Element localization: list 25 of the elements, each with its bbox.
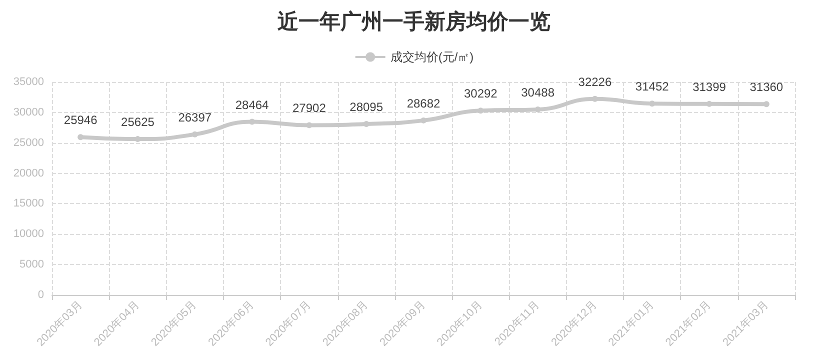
data-label: 27902 (292, 101, 326, 116)
data-label: 28095 (350, 100, 384, 114)
data-label: 31399 (692, 80, 726, 94)
legend-label: 成交均价(元/㎡) (390, 50, 474, 64)
y-tick-label: 35000 (13, 76, 44, 88)
y-tick-label: 30000 (13, 106, 44, 118)
data-label: 30488 (521, 85, 555, 100)
data-label: 31360 (750, 80, 784, 94)
point (420, 117, 426, 124)
data-label: 31452 (635, 80, 670, 94)
y-tick-label: 5000 (20, 258, 44, 271)
data-label: 26397 (178, 110, 212, 124)
data-label: 30292 (464, 86, 498, 101)
y-tick-label: 0 (38, 289, 44, 301)
data-label: 25625 (121, 115, 155, 130)
y-tick-label: 15000 (13, 198, 44, 210)
y-tick-label: 20000 (13, 167, 44, 180)
chart-title: 近一年广州一手新房均价一览 (276, 10, 550, 34)
data-label: 25946 (64, 113, 98, 128)
y-tick-label: 25000 (13, 136, 44, 149)
data-label: 28682 (406, 96, 441, 110)
point (192, 131, 198, 138)
data-label: 28464 (235, 98, 270, 112)
y-tick-label: 10000 (13, 228, 44, 240)
data-label: 32226 (578, 74, 612, 89)
